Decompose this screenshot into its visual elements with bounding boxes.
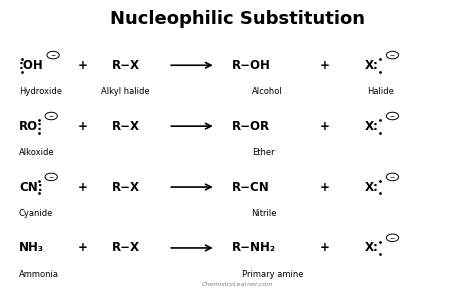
Text: Nitrile: Nitrile — [251, 209, 276, 218]
Text: −: − — [390, 52, 395, 58]
Text: CN:: CN: — [19, 181, 43, 193]
Text: Alkoxide: Alkoxide — [19, 148, 55, 157]
Text: X:: X: — [365, 120, 379, 133]
Text: +: + — [78, 242, 88, 254]
Text: −: − — [390, 235, 395, 240]
Text: −: − — [50, 52, 56, 58]
Text: R−X: R−X — [111, 242, 140, 254]
Text: R−X: R−X — [111, 120, 140, 133]
Text: R−X: R−X — [111, 181, 140, 193]
Text: +: + — [320, 242, 329, 254]
Text: X:: X: — [365, 59, 379, 72]
Text: −: − — [48, 113, 54, 119]
Text: ChemistryLearner.com: ChemistryLearner.com — [201, 282, 273, 287]
Text: +: + — [320, 120, 329, 133]
Text: +: + — [78, 59, 88, 72]
Text: −: − — [390, 113, 395, 119]
Text: RO:: RO: — [19, 120, 43, 133]
Text: NH₃: NH₃ — [19, 242, 44, 254]
Text: R−OH: R−OH — [232, 59, 271, 72]
Text: Cyanide: Cyanide — [19, 209, 54, 218]
Text: Halide: Halide — [367, 87, 394, 96]
Text: :OH: :OH — [19, 59, 44, 72]
Text: −: − — [390, 174, 395, 180]
Text: +: + — [320, 181, 329, 193]
Text: R−CN: R−CN — [232, 181, 270, 193]
Text: Ether: Ether — [252, 148, 274, 157]
Text: R−OR: R−OR — [232, 120, 270, 133]
Text: Nucleophilic Substitution: Nucleophilic Substitution — [109, 10, 365, 28]
Text: Primary amine: Primary amine — [242, 269, 303, 279]
Text: X:: X: — [365, 181, 379, 193]
Text: +: + — [78, 181, 88, 193]
Text: −: − — [48, 174, 54, 180]
Text: +: + — [320, 59, 329, 72]
Text: Ammonia: Ammonia — [19, 269, 59, 279]
Text: Alcohol: Alcohol — [253, 87, 283, 96]
Text: +: + — [78, 120, 88, 133]
Text: R−NH₂: R−NH₂ — [232, 242, 276, 254]
Text: X:: X: — [365, 242, 379, 254]
Text: Alkyl halide: Alkyl halide — [101, 87, 150, 96]
Text: R−X: R−X — [111, 59, 140, 72]
Text: Hydroxide: Hydroxide — [19, 87, 62, 96]
